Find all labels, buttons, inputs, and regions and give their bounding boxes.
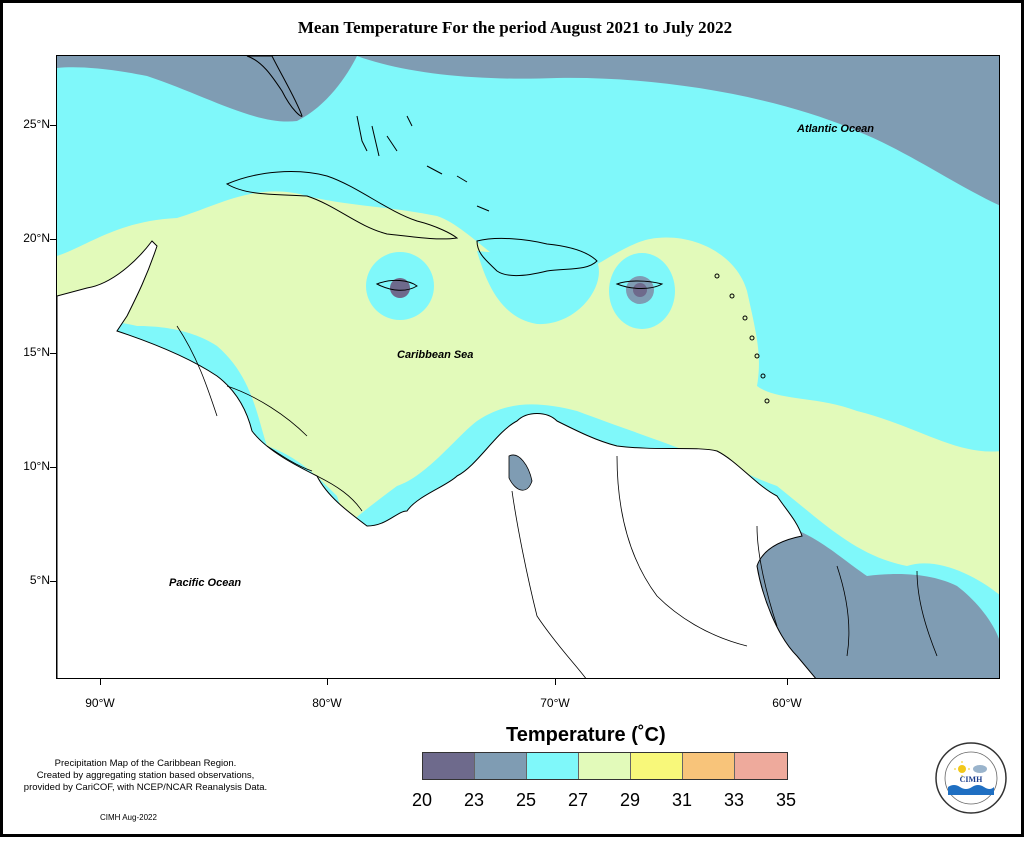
ytick-label: 15°N bbox=[23, 345, 50, 359]
temperature-map: Atlantic Ocean Caribbean Sea Pacific Oce… bbox=[57, 56, 999, 678]
ytick-mark bbox=[50, 467, 56, 468]
sun-rays-icon bbox=[954, 761, 970, 777]
note-line: provided by CariCOF, with NCEP/NCAR Rean… bbox=[23, 782, 268, 793]
xtick-label: 70°W bbox=[540, 696, 570, 710]
map-title: Mean Temperature For the period August 2… bbox=[297, 18, 733, 37]
legend-swatch bbox=[527, 753, 579, 779]
zone-20-23-jamaica bbox=[390, 278, 410, 298]
zone-23-25-florida bbox=[57, 56, 357, 122]
zone-20-23-puerto-rico bbox=[633, 283, 647, 297]
cuba-outline bbox=[225, 171, 459, 240]
map-panel: Atlantic Ocean Caribbean Sea Pacific Oce… bbox=[56, 55, 1000, 679]
credit-text: CIMH Aug-2022 bbox=[100, 813, 157, 822]
zone-23-25-guianas bbox=[749, 524, 999, 678]
ytick-mark bbox=[50, 239, 56, 240]
florida-outline bbox=[246, 56, 303, 117]
ytick-mark bbox=[50, 581, 56, 582]
ytick-label: 10°N bbox=[23, 459, 50, 473]
xtick-mark bbox=[327, 679, 328, 685]
zone-27-29-caribbean bbox=[57, 191, 999, 595]
landmass-americas bbox=[57, 240, 816, 678]
cimh-logo: CIMH bbox=[935, 742, 1007, 814]
xtick-label: 80°W bbox=[312, 696, 342, 710]
label-pacific-ocean: Pacific Ocean bbox=[169, 577, 241, 589]
ytick-mark bbox=[50, 353, 56, 354]
note-line: Created by aggregating station based obs… bbox=[36, 770, 255, 781]
legend-break-label: 35 bbox=[775, 790, 797, 810]
hispaniola-outline bbox=[476, 237, 598, 276]
lake-maracaibo bbox=[508, 454, 533, 491]
logo-acronym: CIMH bbox=[960, 775, 983, 784]
legend-colorbar bbox=[422, 752, 788, 780]
map-description: Precipitation Map of the Caribbean Regio… bbox=[8, 758, 283, 794]
puerto-rico-outline bbox=[615, 280, 664, 289]
bahamas-outline bbox=[356, 115, 490, 212]
cloud-icon bbox=[973, 765, 987, 773]
zone-23-25-atlantic bbox=[357, 56, 999, 206]
ytick-mark bbox=[50, 125, 56, 126]
jamaica-outline bbox=[375, 279, 418, 291]
legend-swatch bbox=[579, 753, 631, 779]
legend-swatch bbox=[683, 753, 735, 779]
legend-break-label: 23 bbox=[463, 790, 485, 810]
xtick-label: 60°W bbox=[772, 696, 802, 710]
ytick-label: 25°N bbox=[23, 117, 50, 131]
legend-break-label: 25 bbox=[515, 790, 537, 810]
note-line: Precipitation Map of the Caribbean Regio… bbox=[54, 758, 237, 769]
legend-swatch bbox=[735, 753, 787, 779]
ytick-label: 20°N bbox=[23, 231, 50, 245]
xtick-label: 90°W bbox=[85, 696, 115, 710]
waves-icon bbox=[948, 785, 994, 795]
legend-title: Temperature (˚C) bbox=[506, 724, 666, 746]
legend-break-label: 29 bbox=[619, 790, 641, 810]
label-caribbean-sea: Caribbean Sea bbox=[397, 349, 473, 361]
legend-break-label: 31 bbox=[671, 790, 693, 810]
legend-swatch bbox=[423, 753, 475, 779]
legend-break-label: 33 bbox=[723, 790, 745, 810]
ytick-label: 5°N bbox=[29, 573, 50, 587]
legend-break-label: 20 bbox=[411, 790, 433, 810]
label-atlantic-ocean: Atlantic Ocean bbox=[796, 123, 874, 135]
country-borders bbox=[176, 325, 938, 678]
legend-break-label: 27 bbox=[567, 790, 589, 810]
sun-icon bbox=[958, 765, 966, 773]
legend-swatch bbox=[631, 753, 683, 779]
xtick-mark bbox=[100, 679, 101, 685]
xtick-mark bbox=[787, 679, 788, 685]
lesser-antilles-outline bbox=[714, 273, 770, 404]
legend-swatch bbox=[475, 753, 527, 779]
xtick-mark bbox=[555, 679, 556, 685]
